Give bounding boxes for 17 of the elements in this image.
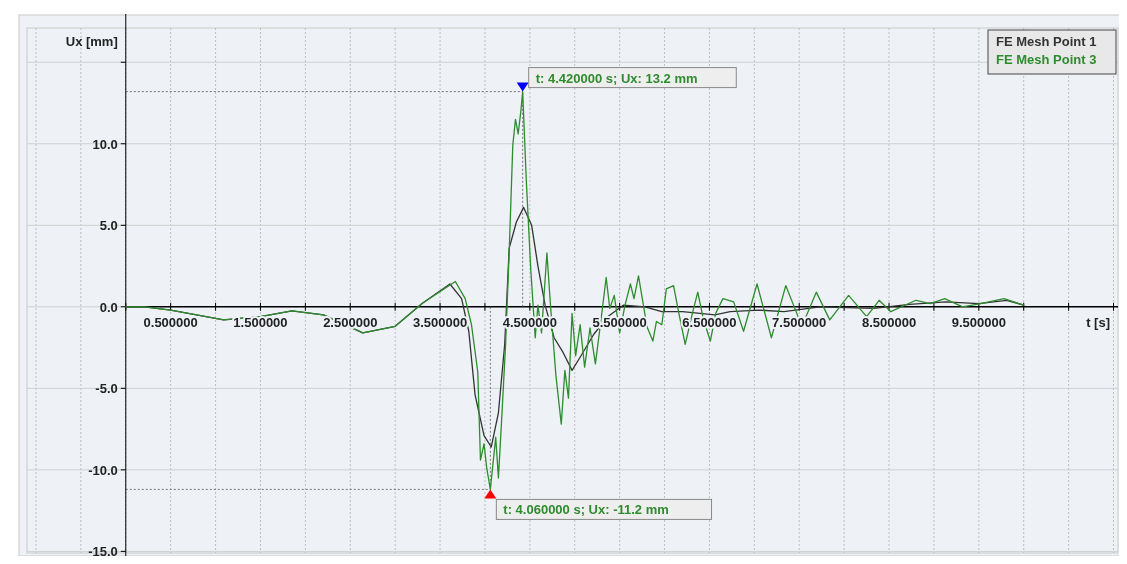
text: FE Mesh Point 3 (996, 52, 1097, 67)
x-tick-label: 9.500000 (951, 314, 1006, 330)
y-tick-label: -5.0 (95, 381, 118, 397)
y-tick-label: -10.0 (88, 462, 118, 478)
x-tick-label: 3.500000 (412, 314, 468, 330)
x-tick-label: 8.500000 (861, 314, 917, 330)
y-tick-label: 10.0 (92, 136, 118, 152)
y-tick-label: 0.0 (99, 299, 118, 315)
x-tick-label: 0.500000 (143, 314, 198, 330)
x-axis-title: t [s] (1086, 314, 1110, 330)
annotation: t: 4.060000 s; Ux: -11.2 mm (503, 502, 669, 518)
y-tick-label: 5.0 (99, 218, 118, 234)
annotation: t: 4.420000 s; Ux: 13.2 mm (535, 70, 698, 86)
x-tick-label: 1.500000 (233, 314, 288, 330)
y-axis-title: Ux [mm] (65, 34, 118, 49)
y-tick-label: -15.0 (88, 544, 118, 560)
text: FE Mesh Point 1 (996, 34, 1097, 49)
